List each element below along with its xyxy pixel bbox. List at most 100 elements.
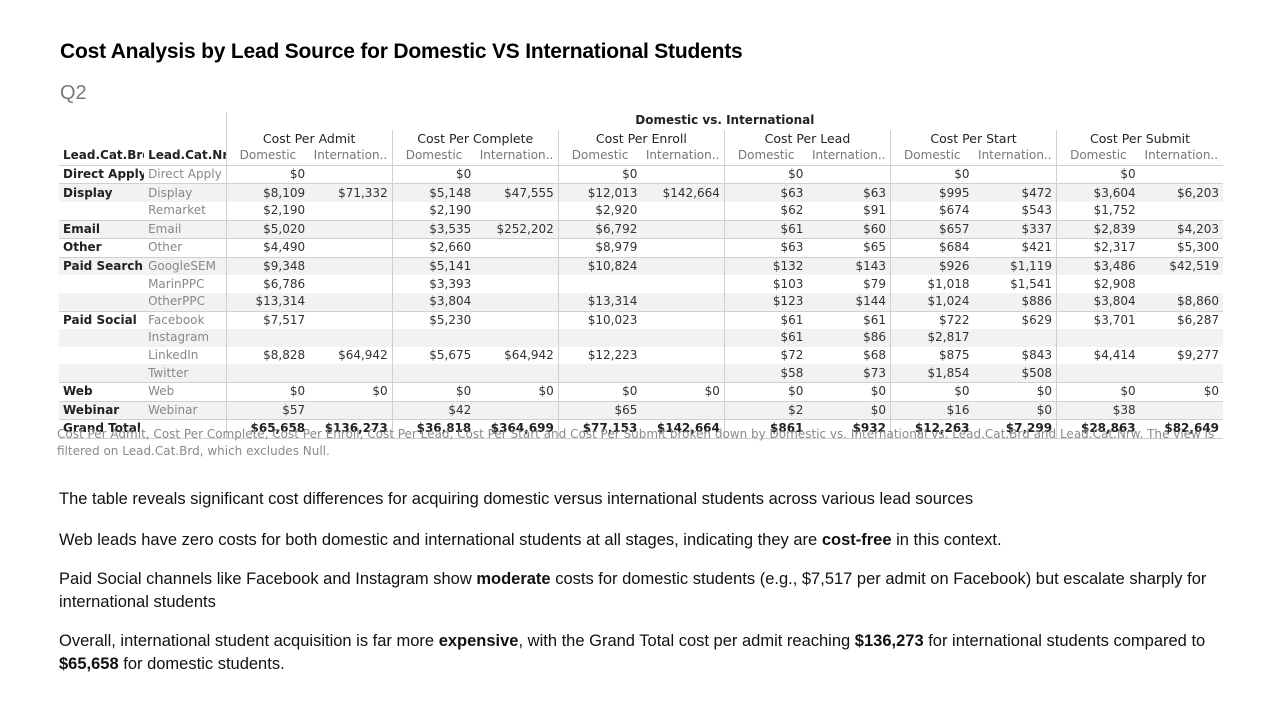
cell-value[interactable]: $3,804 [1056, 292, 1140, 312]
cell-value[interactable]: $28,863 [1056, 419, 1140, 439]
sub-header-international[interactable]: Internation.. [807, 147, 891, 166]
cell-value[interactable]: $68 [863, 348, 886, 363]
cell-value[interactable]: $7,299 [973, 419, 1057, 439]
cell-value[interactable]: $2,660 [391, 238, 476, 258]
cell-value[interactable]: $3,804 [391, 292, 476, 312]
cell-value[interactable]: $0 [557, 381, 642, 401]
cell-lead-cat-brd[interactable] [59, 202, 144, 220]
cell-lead-cat-brd[interactable]: Web [59, 381, 145, 401]
cell-value[interactable]: $63 [807, 183, 891, 202]
cell-value[interactable]: $843 [1021, 348, 1053, 363]
cell-value[interactable]: $1,541 [1010, 276, 1053, 291]
cell-lead-cat-nrw[interactable]: GoogleSEM [144, 256, 227, 276]
cell-value[interactable] [641, 347, 724, 365]
cell-value[interactable]: $4,414 [1056, 346, 1140, 365]
cell-value[interactable]: $47,555 [475, 183, 559, 202]
cell-lead-cat-brd[interactable]: Paid Search [59, 256, 145, 276]
cell-value[interactable]: $3,604 [1056, 183, 1140, 202]
sub-header-international[interactable]: Internation.. [475, 147, 559, 166]
cell-value[interactable] [1056, 329, 1140, 347]
cell-value[interactable]: $42 [391, 400, 476, 420]
cell-value[interactable]: $0 [309, 381, 393, 401]
cell-lead-cat-brd[interactable]: Direct Apply [63, 167, 145, 182]
cell-value[interactable]: $657 [889, 219, 974, 239]
cell-value[interactable]: $926 [889, 256, 974, 276]
cell-value[interactable] [1140, 275, 1223, 293]
cell-value[interactable]: $82,649 [1139, 419, 1223, 439]
cell-lead-cat-brd[interactable] [59, 364, 145, 383]
sub-header-domestic[interactable]: Domestic [391, 147, 476, 166]
cell-value[interactable]: $71,332 [309, 183, 393, 202]
cell-lead-cat-nrw[interactable]: Twitter [144, 364, 227, 383]
cell-value[interactable]: $0 [1139, 381, 1223, 401]
row-header-brd[interactable]: Lead.Cat.Brd [59, 147, 145, 166]
cell-value[interactable]: $5,148 [391, 183, 476, 202]
cell-value[interactable]: $0 [1056, 165, 1140, 184]
cell-value[interactable]: $364,699 [475, 419, 559, 439]
cell-value[interactable]: $0 [889, 165, 974, 184]
cell-value[interactable] [475, 275, 558, 293]
cell-value[interactable] [641, 310, 725, 330]
cell-value[interactable]: $12,263 [889, 419, 974, 439]
cell-value[interactable]: $42,519 [1139, 256, 1223, 276]
cell-value[interactable]: $3,393 [391, 275, 476, 293]
cell-value[interactable]: $12,013 [557, 183, 642, 202]
cell-value[interactable]: $142,664 [641, 419, 725, 439]
cell-value[interactable]: $61 [807, 310, 891, 330]
cell-value[interactable]: $60 [807, 219, 891, 239]
cell-lead-cat-brd[interactable]: Email [59, 219, 145, 239]
sub-header-international[interactable]: Internation.. [973, 147, 1057, 166]
cell-value[interactable] [641, 165, 724, 184]
cell-value[interactable]: $932 [807, 419, 891, 439]
cell-value[interactable] [557, 275, 642, 293]
cell-value[interactable]: $132 [723, 256, 808, 276]
cell-value[interactable]: $13,314 [557, 292, 642, 312]
cell-lead-cat-brd[interactable] [59, 329, 145, 347]
cell-value[interactable]: $2,190 [225, 201, 310, 221]
cell-value[interactable]: $1,752 [1056, 201, 1140, 221]
cell-lead-cat-nrw[interactable]: Remarket [148, 203, 206, 218]
cell-value[interactable] [641, 275, 724, 293]
sub-header-domestic[interactable]: Domestic [889, 147, 974, 166]
cell-value[interactable] [475, 165, 558, 184]
cell-value[interactable]: $0 [1056, 381, 1140, 401]
cell-value[interactable]: $3,486 [1056, 256, 1140, 276]
cell-value[interactable] [309, 329, 393, 347]
cell-value[interactable]: $72 [723, 346, 808, 365]
cell-value[interactable] [391, 329, 476, 347]
cell-value[interactable]: $0 [391, 165, 476, 184]
cell-value[interactable]: $86 [807, 329, 891, 347]
cell-value[interactable]: $508 [973, 364, 1057, 383]
cell-value[interactable]: $58 [723, 364, 808, 383]
cell-value[interactable]: $472 [973, 183, 1057, 202]
cell-value[interactable]: $64,942 [504, 348, 554, 363]
sub-header-domestic[interactable]: Domestic [225, 147, 310, 166]
cell-value[interactable]: $0 [807, 400, 891, 420]
cell-value[interactable]: $63 [723, 238, 808, 258]
cell-lead-cat-nrw[interactable]: Instagram [144, 329, 227, 347]
cell-value[interactable] [475, 292, 559, 312]
cell-value[interactable]: $0 [807, 381, 891, 401]
cell-value[interactable] [225, 329, 310, 347]
cell-value[interactable]: $73 [807, 364, 891, 383]
cell-value[interactable] [475, 238, 559, 258]
cell-lead-cat-nrw[interactable]: Web [144, 381, 227, 401]
cell-value[interactable]: $4,203 [1139, 219, 1223, 239]
cell-value[interactable] [641, 238, 725, 258]
cell-value[interactable]: $684 [889, 238, 974, 258]
cell-value[interactable]: $6,203 [1139, 183, 1223, 202]
cell-value[interactable] [641, 400, 725, 420]
cell-value[interactable] [641, 292, 725, 312]
cell-value[interactable]: $123 [723, 292, 808, 312]
cell-value[interactable]: $5,020 [225, 219, 310, 239]
group-header[interactable]: Cost Per Complete [391, 129, 559, 148]
cell-value[interactable]: $8,860 [1139, 292, 1223, 312]
cell-value[interactable]: $57 [225, 400, 310, 420]
cell-value[interactable]: $629 [973, 310, 1057, 330]
cell-value[interactable] [225, 364, 310, 383]
cell-value[interactable]: $136,273 [309, 419, 393, 439]
cell-value[interactable]: $6,287 [1139, 310, 1223, 330]
cell-value[interactable]: $0 [391, 381, 476, 401]
sub-header-international[interactable]: Internation.. [641, 147, 725, 166]
cell-value[interactable]: $8,828 [225, 346, 310, 365]
